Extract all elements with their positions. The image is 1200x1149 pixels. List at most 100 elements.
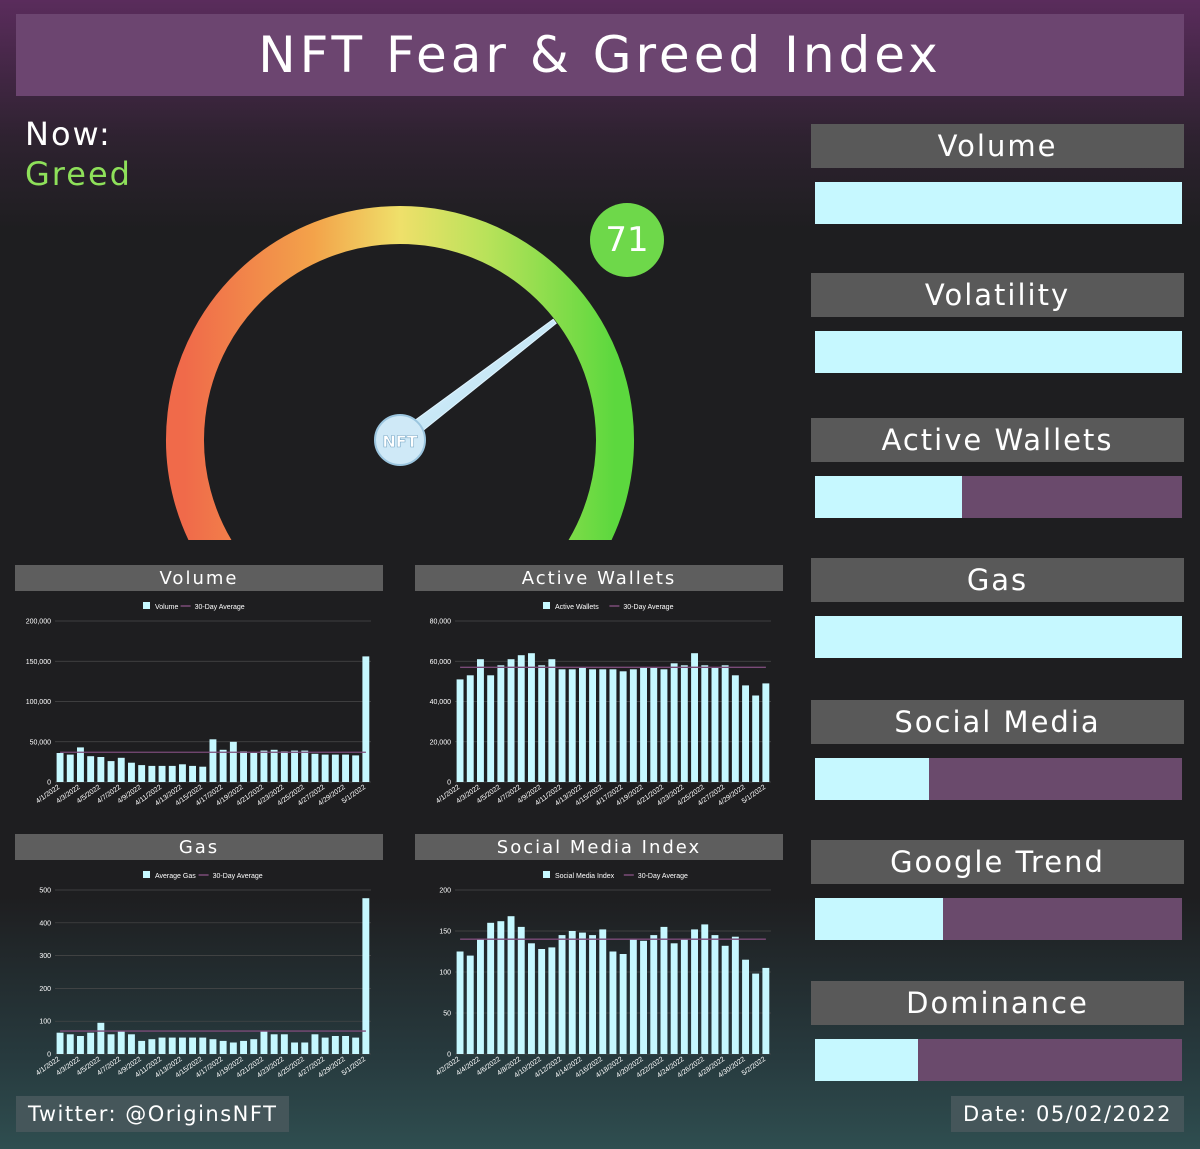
indicator-bar — [815, 182, 1182, 224]
bar — [456, 951, 464, 1054]
bar — [56, 753, 64, 782]
bar — [640, 940, 647, 1054]
bar — [528, 943, 535, 1054]
indicator-fill — [815, 476, 962, 518]
chart-title: Active Wallets — [415, 565, 783, 591]
indicator-label: Volatility — [811, 273, 1184, 317]
bar — [280, 1034, 288, 1054]
indicator-bar — [815, 331, 1182, 373]
gauge-arc — [166, 206, 634, 540]
gauge-hub — [374, 414, 426, 466]
indicator-fill — [815, 758, 929, 800]
bar — [321, 754, 329, 782]
indicator-label: Social Media — [811, 700, 1184, 744]
indicator-fill — [815, 898, 944, 940]
chart-legend: Active Wallets 30-Day Average — [543, 602, 674, 611]
bar — [179, 1037, 186, 1054]
bar — [219, 1040, 227, 1054]
bar — [66, 754, 74, 782]
bar — [128, 762, 135, 782]
page-title: NFT Fear & Greed Index — [258, 26, 942, 84]
chart-legend: Average Gas 30-Day Average — [143, 871, 263, 880]
bar — [701, 924, 709, 1054]
indicator-bar — [815, 758, 1182, 800]
bar — [219, 749, 227, 782]
indicator-volume: Volume — [811, 124, 1184, 224]
gas-chart-panel: Gas Average Gas 30-Day Average 0 100 200 300 4… — [15, 834, 383, 1100]
y-tick-label: 200,000 — [26, 619, 51, 626]
indicator-fill — [815, 616, 1182, 658]
score-badge: 71 — [590, 203, 664, 277]
volume-chart: Volume 30-Day Average 0 50,000 100,000 150,00… — [26, 602, 371, 808]
bar — [342, 1036, 349, 1054]
bar — [199, 1037, 207, 1054]
legend-label-average: 30-Day Average — [638, 873, 688, 880]
bar — [209, 739, 217, 782]
bar — [731, 936, 739, 1054]
bar — [199, 766, 207, 782]
bar — [762, 967, 770, 1054]
bar — [148, 765, 156, 782]
bar — [189, 765, 196, 782]
bar — [56, 1032, 64, 1054]
bar — [517, 926, 525, 1054]
bar — [301, 750, 309, 782]
indicator-label: Active Wallets — [811, 418, 1184, 462]
indicator-fill — [815, 1039, 918, 1081]
bar — [280, 751, 288, 782]
bar — [260, 750, 268, 782]
chart-title: Gas — [15, 834, 383, 860]
bar — [87, 756, 95, 782]
bar — [66, 1034, 74, 1054]
bar — [599, 669, 607, 782]
bar — [691, 929, 698, 1054]
indicator-bar — [815, 476, 1182, 518]
social-media-chart-panel: Social Media Index Social Media Index 30-… — [415, 834, 783, 1100]
legend-label-average: 30-Day Average — [623, 604, 673, 611]
bar — [629, 669, 637, 782]
bar — [117, 757, 125, 782]
bar — [477, 939, 484, 1054]
bar — [507, 916, 515, 1054]
y-tick-label: 400 — [39, 920, 51, 927]
bar — [250, 753, 258, 782]
bar — [117, 1031, 125, 1054]
bar — [466, 955, 474, 1054]
indicator-fill — [815, 182, 1182, 224]
bar — [548, 659, 556, 782]
bar — [331, 1036, 339, 1054]
chart-title: Volume — [15, 565, 383, 591]
y-tick-label: 200 — [39, 986, 51, 993]
y-tick-label: 150 — [439, 929, 451, 936]
legend-label-bars: Average Gas — [155, 873, 196, 880]
y-tick-label: 40,000 — [430, 699, 452, 706]
bar — [301, 1042, 309, 1054]
bar — [579, 932, 586, 1054]
bar — [97, 1022, 105, 1054]
y-tick-label: 300 — [39, 953, 51, 960]
bar — [250, 1039, 258, 1054]
bar — [670, 943, 678, 1054]
y-tick-label: 50,000 — [30, 739, 52, 746]
y-tick-label: 0 — [47, 1052, 51, 1059]
bar — [352, 1037, 360, 1054]
bar — [568, 931, 576, 1054]
bar — [752, 695, 760, 782]
indicator-bar — [815, 1039, 1182, 1081]
bar — [701, 665, 709, 782]
bar — [599, 929, 607, 1054]
y-tick-label: 100,000 — [26, 699, 51, 706]
legend-swatch-bars — [143, 602, 150, 609]
gauge-hub-logo: NFT — [382, 432, 417, 451]
bar — [87, 1032, 95, 1054]
bar — [558, 935, 566, 1054]
bar — [240, 1040, 247, 1054]
bar — [362, 656, 370, 782]
y-tick-label: 60,000 — [430, 659, 452, 666]
bar — [497, 921, 505, 1054]
indicator-gas: Gas — [811, 558, 1184, 658]
bar — [311, 1034, 319, 1054]
bar — [721, 945, 729, 1054]
bar — [589, 935, 596, 1054]
fear-greed-gauge: NFT — [166, 206, 634, 540]
